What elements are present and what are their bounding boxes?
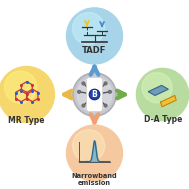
Text: MR Type: MR Type [8,116,45,125]
Circle shape [0,65,56,124]
Polygon shape [148,85,168,95]
Circle shape [142,73,172,103]
Circle shape [82,82,85,85]
Circle shape [73,130,105,162]
Circle shape [65,124,124,182]
Text: B: B [92,90,97,99]
Circle shape [65,7,124,65]
Text: D-A Type: D-A Type [144,115,183,124]
Text: TADF: TADF [82,46,107,55]
Text: Narrowband
emission: Narrowband emission [72,173,117,186]
Circle shape [74,74,115,115]
Polygon shape [161,95,176,107]
Circle shape [73,73,116,116]
FancyBboxPatch shape [86,77,103,112]
Circle shape [73,12,105,45]
Circle shape [77,90,81,94]
Circle shape [82,104,85,107]
Circle shape [77,77,112,112]
Circle shape [108,90,112,94]
Circle shape [5,71,37,103]
Circle shape [135,67,189,122]
Circle shape [89,89,100,100]
Circle shape [104,104,107,107]
Circle shape [104,82,107,85]
